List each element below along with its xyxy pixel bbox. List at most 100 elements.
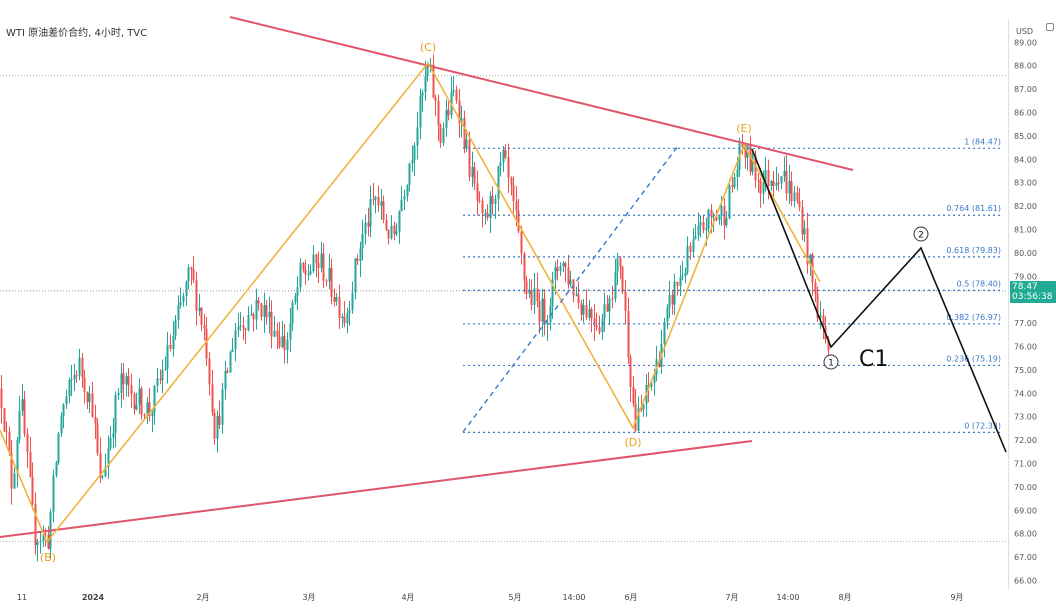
candle-body (632, 387, 635, 404)
wave-2-label: 2 (918, 231, 924, 241)
candle-body (257, 300, 260, 304)
candle-body (169, 344, 172, 349)
candle-body (429, 64, 432, 66)
candle-body (195, 279, 198, 311)
candle-body (234, 330, 237, 350)
candle-body (81, 357, 84, 378)
candle-body (679, 277, 682, 286)
candle-body (705, 228, 708, 231)
candle-body (395, 231, 398, 235)
candle-body (393, 225, 396, 235)
wave-projection-path[interactable] (751, 148, 1007, 453)
candle-body (673, 281, 676, 305)
candle-body (65, 396, 68, 405)
axis-settings-icon[interactable] (1046, 23, 1054, 31)
candle-body (580, 303, 583, 315)
candle-body (481, 200, 484, 214)
candle-body (23, 399, 26, 434)
candle-body (96, 423, 99, 454)
candle-body (250, 314, 253, 316)
time-axis-tick: 4月 (401, 593, 414, 602)
candle-body (133, 393, 136, 410)
time-axis-tick: 8月 (838, 593, 851, 602)
price-axis-tick: 80.00 (1014, 249, 1037, 258)
candle-body (255, 300, 258, 320)
candle-body (780, 176, 783, 184)
wave-1-label: 1 (828, 359, 834, 369)
candle-body (754, 155, 757, 181)
wave-2-label-circle (913, 226, 929, 242)
candle-body (476, 183, 479, 201)
candle-body (205, 328, 208, 359)
candle-body (666, 307, 669, 322)
candle-body (432, 64, 435, 98)
candle-body (590, 309, 593, 319)
candle-body (270, 311, 273, 337)
candle-body (179, 302, 182, 306)
candle-body (497, 166, 500, 199)
candle-body (733, 177, 736, 187)
candle-body (502, 149, 505, 163)
candle-body (104, 466, 107, 477)
candle-body (767, 169, 770, 186)
candle-body (728, 185, 731, 219)
candle-body (757, 180, 760, 182)
time-axis-tick: 11 (17, 593, 27, 602)
candle-body (8, 431, 11, 453)
elliott-wave-path[interactable] (0, 61, 821, 544)
candle-body (406, 184, 409, 197)
price-axis-tick: 89.00 (1014, 38, 1037, 47)
candle-body (663, 321, 666, 344)
candle-body (434, 97, 437, 101)
fib-level-label: 1 (84.47) (964, 137, 1001, 146)
candle-body (814, 282, 817, 294)
candle-body (338, 297, 341, 318)
candle-body (354, 258, 357, 293)
candle-body (400, 199, 403, 212)
price-axis-tick: 87.00 (1014, 85, 1037, 94)
candle-body (203, 324, 206, 329)
candle-body (725, 218, 728, 226)
candle-body (187, 267, 190, 282)
candle-body (101, 476, 104, 478)
candle-body (138, 388, 141, 405)
candle-body (611, 298, 614, 300)
candle-body (283, 336, 286, 351)
candle-body (718, 216, 721, 221)
time-axis-tick: 14:00 (562, 593, 585, 602)
candle-body (520, 231, 523, 254)
candle-body (182, 295, 185, 303)
fib-level-label: 0.618 (79.83) (946, 246, 1001, 255)
lower-trendline[interactable] (0, 440, 753, 538)
candle-body (356, 258, 359, 261)
candle-body (278, 336, 281, 347)
candle-body (68, 379, 71, 397)
candle-body (26, 433, 29, 452)
candle-body (286, 339, 289, 351)
price-axis-tick: 88.00 (1014, 62, 1037, 71)
candle-body (491, 195, 494, 204)
candle-body (322, 253, 325, 281)
candle-body (546, 322, 549, 325)
wave-label: (B) (40, 551, 56, 564)
candle-body (806, 228, 809, 264)
candle-body (151, 412, 154, 417)
price-axis-tick: 76.00 (1014, 343, 1037, 352)
channel-dashed-line[interactable] (462, 145, 679, 433)
candle-body (572, 279, 575, 296)
candle-body (86, 391, 89, 403)
upper-trendline[interactable] (229, 16, 854, 171)
candle-body (749, 145, 752, 172)
chart-title: WTI 原油差价合约, 4小时, TVC (6, 28, 148, 39)
candle-body (801, 207, 804, 235)
candle-body (517, 210, 520, 232)
candle-body (114, 394, 117, 433)
current-price-tag: 78.47 03:56:38 (1010, 280, 1056, 303)
candle-body (421, 92, 424, 96)
candle-body (218, 416, 221, 425)
c1-label: C1 (859, 347, 888, 372)
wave-label: (D) (624, 436, 641, 449)
candle-body (13, 473, 16, 489)
candle-body (330, 267, 333, 297)
